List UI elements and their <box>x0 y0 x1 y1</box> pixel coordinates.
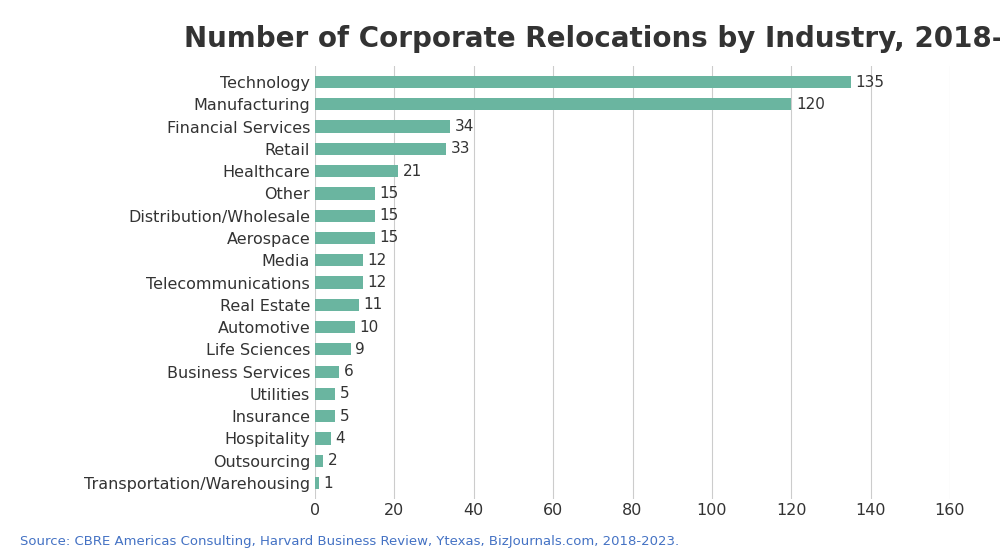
Bar <box>315 410 335 422</box>
Bar <box>315 477 319 489</box>
Text: 15: 15 <box>379 208 399 223</box>
Text: Source: CBRE Americas Consulting, Harvard Business Review, Ytexas, BizJournals.c: Source: CBRE Americas Consulting, Harvar… <box>20 536 679 548</box>
Bar <box>315 254 363 266</box>
Title: Number of Corporate Relocations by Industry, 2018-2023: Number of Corporate Relocations by Indus… <box>184 25 1000 53</box>
Bar <box>315 343 351 356</box>
Text: 12: 12 <box>367 275 387 290</box>
Text: 21: 21 <box>403 163 422 179</box>
Bar <box>315 209 375 222</box>
Bar <box>315 455 323 467</box>
Text: 10: 10 <box>359 320 379 335</box>
Bar <box>315 299 359 311</box>
Text: 6: 6 <box>344 364 353 379</box>
Text: 15: 15 <box>379 186 399 201</box>
Text: 1: 1 <box>324 475 333 490</box>
Text: 15: 15 <box>379 230 399 245</box>
Text: 5: 5 <box>340 386 349 402</box>
Text: 11: 11 <box>363 297 383 312</box>
Text: 135: 135 <box>856 75 885 90</box>
Text: 5: 5 <box>340 409 349 424</box>
Bar <box>315 232 375 244</box>
Text: 120: 120 <box>796 97 825 112</box>
Bar <box>315 388 335 400</box>
Bar <box>315 321 355 333</box>
Bar <box>315 276 363 289</box>
Bar <box>315 432 331 444</box>
Bar <box>315 366 339 378</box>
Bar <box>315 76 851 88</box>
Text: 9: 9 <box>355 342 365 357</box>
Bar <box>315 187 375 199</box>
Bar <box>315 143 446 155</box>
Text: 34: 34 <box>455 119 474 134</box>
Bar <box>315 165 398 177</box>
Text: 4: 4 <box>336 431 345 446</box>
Bar <box>315 121 450 133</box>
Text: 33: 33 <box>451 141 470 156</box>
Text: 2: 2 <box>328 453 337 468</box>
Text: 12: 12 <box>367 253 387 268</box>
Bar <box>315 98 791 110</box>
